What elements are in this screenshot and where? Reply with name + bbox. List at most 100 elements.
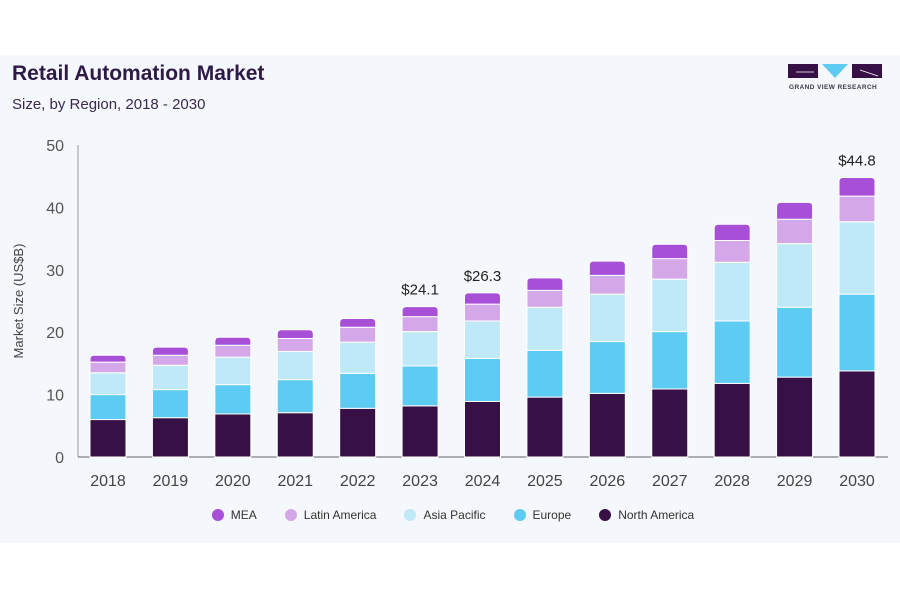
bar-segment-europe (401, 365, 439, 407)
bar-segment-europe (464, 357, 501, 402)
legend-label: Latin America (303, 508, 377, 522)
x-tick-label: 2030 (839, 473, 875, 490)
legend-swatch (404, 509, 417, 521)
legend-swatch (599, 509, 612, 521)
legend-label: North America (618, 508, 695, 522)
bar-segment-mea (151, 346, 189, 356)
bar-segment-europe (651, 331, 689, 390)
bar-segment-europe (89, 394, 127, 421)
legend-label: MEA (230, 508, 257, 522)
bar-segment-asia-pacific (401, 331, 439, 367)
y-tick-label: 30 (46, 263, 64, 280)
bar-segment-north-america (339, 407, 377, 458)
bar-segment-europe (713, 320, 751, 384)
legend-swatch (211, 509, 224, 521)
bar-segment-mea (838, 176, 876, 197)
y-tick-label: 0 (55, 450, 64, 467)
chart-subtitle: Size, by Region, 2018 - 2030 (12, 96, 206, 113)
bar-segment-latin-america (214, 344, 252, 358)
bar-segment-latin-america (838, 195, 876, 223)
bar-segment-latin-america (89, 361, 127, 374)
legend-label: Europe (532, 508, 572, 522)
bar-segment-north-america (526, 396, 564, 458)
bar-segment-latin-america (339, 326, 377, 343)
bar-segment-europe (214, 384, 252, 415)
bar-segment-latin-america (776, 218, 814, 245)
chart-title: Retail Automation Market (12, 62, 265, 85)
bar-segment-latin-america (713, 239, 751, 263)
y-tick-label: 10 (46, 388, 64, 405)
bar-segment-north-america (713, 382, 751, 458)
bar-segment-europe (276, 379, 314, 414)
x-tick-label: 2029 (777, 473, 813, 490)
legend-item: North America (599, 508, 694, 522)
legend-item: MEA (211, 508, 257, 522)
y-tick-label: 20 (46, 325, 64, 342)
y-tick-label: 50 (46, 138, 64, 155)
bar-segment-europe (526, 349, 564, 398)
bar-segment-mea (214, 336, 252, 346)
x-tick-label: 2026 (590, 473, 626, 490)
bar-segment-europe (776, 306, 814, 378)
legend-swatch (284, 509, 297, 521)
bar-segment-north-america (276, 412, 314, 458)
legend-item: Asia Pacific (404, 508, 486, 522)
total-value-label: $24.1 (401, 282, 439, 299)
bar-segment-mea (276, 329, 314, 339)
legend-swatch (513, 509, 526, 521)
bar-segment-mea (464, 292, 501, 305)
legend-item: Latin America (284, 508, 377, 522)
bar-segment-north-america (151, 417, 189, 458)
bar-segment-europe (339, 372, 377, 409)
bar-segment-north-america (776, 376, 814, 458)
bar-segment-north-america (838, 370, 876, 458)
bar-segment-asia-pacific (588, 293, 626, 343)
x-tick-label: 2019 (153, 473, 189, 490)
bar-segment-asia-pacific (651, 278, 689, 333)
bar-segment-asia-pacific (838, 221, 876, 295)
x-tick-label: 2027 (652, 473, 688, 490)
bar-segment-latin-america (401, 316, 439, 333)
logo-text: GRAND VIEW RESEARCH (789, 84, 878, 91)
bar-segment-mea (526, 277, 564, 291)
x-tick-label: 2024 (465, 473, 501, 490)
y-axis-label: Market Size (US$B) (11, 244, 26, 359)
bar-segment-asia-pacific (464, 320, 501, 359)
bar-segment-asia-pacific (776, 243, 814, 308)
bar-segment-latin-america (151, 354, 189, 366)
x-tick-label: 2022 (340, 473, 376, 490)
bar-segment-mea (401, 306, 439, 318)
grand-view-research-logo (788, 64, 882, 78)
bar-segment-latin-america (588, 274, 626, 295)
bar-segment-asia-pacific (89, 372, 127, 396)
bar-segment-latin-america (651, 258, 689, 280)
bar-segment-mea (89, 354, 127, 363)
legend-label: Asia Pacific (423, 508, 486, 522)
bar-segment-europe (838, 293, 876, 372)
bar-segment-asia-pacific (713, 261, 751, 322)
bar-segment-asia-pacific (276, 351, 314, 381)
bar-segment-north-america (214, 413, 252, 458)
x-tick-label: 2021 (277, 473, 313, 490)
bar-segment-latin-america (526, 289, 564, 308)
bar-segment-mea (776, 201, 814, 220)
x-tick-label: 2020 (215, 473, 251, 490)
bar-segment-mea (713, 223, 751, 241)
x-tick-label: 2018 (90, 473, 126, 490)
legend: MEA Latin America Asia Pacific Europe North … (0, 508, 900, 522)
legend-item: Europe (513, 508, 572, 522)
bar-segment-north-america (89, 419, 127, 458)
bar-segment-asia-pacific (526, 306, 564, 351)
x-tick-label: 2023 (402, 473, 438, 490)
bar-segment-north-america (651, 388, 689, 458)
bar-segment-latin-america (276, 337, 314, 353)
bar-segment-asia-pacific (339, 341, 377, 374)
bar-segment-mea (588, 260, 626, 276)
total-value-label: $44.8 (838, 152, 876, 169)
bar-segment-north-america (464, 400, 501, 458)
bar-segment-north-america (588, 392, 626, 458)
bar-segment-europe (588, 341, 626, 394)
bar-segment-asia-pacific (151, 364, 189, 391)
total-value-label: $26.3 (464, 268, 502, 285)
